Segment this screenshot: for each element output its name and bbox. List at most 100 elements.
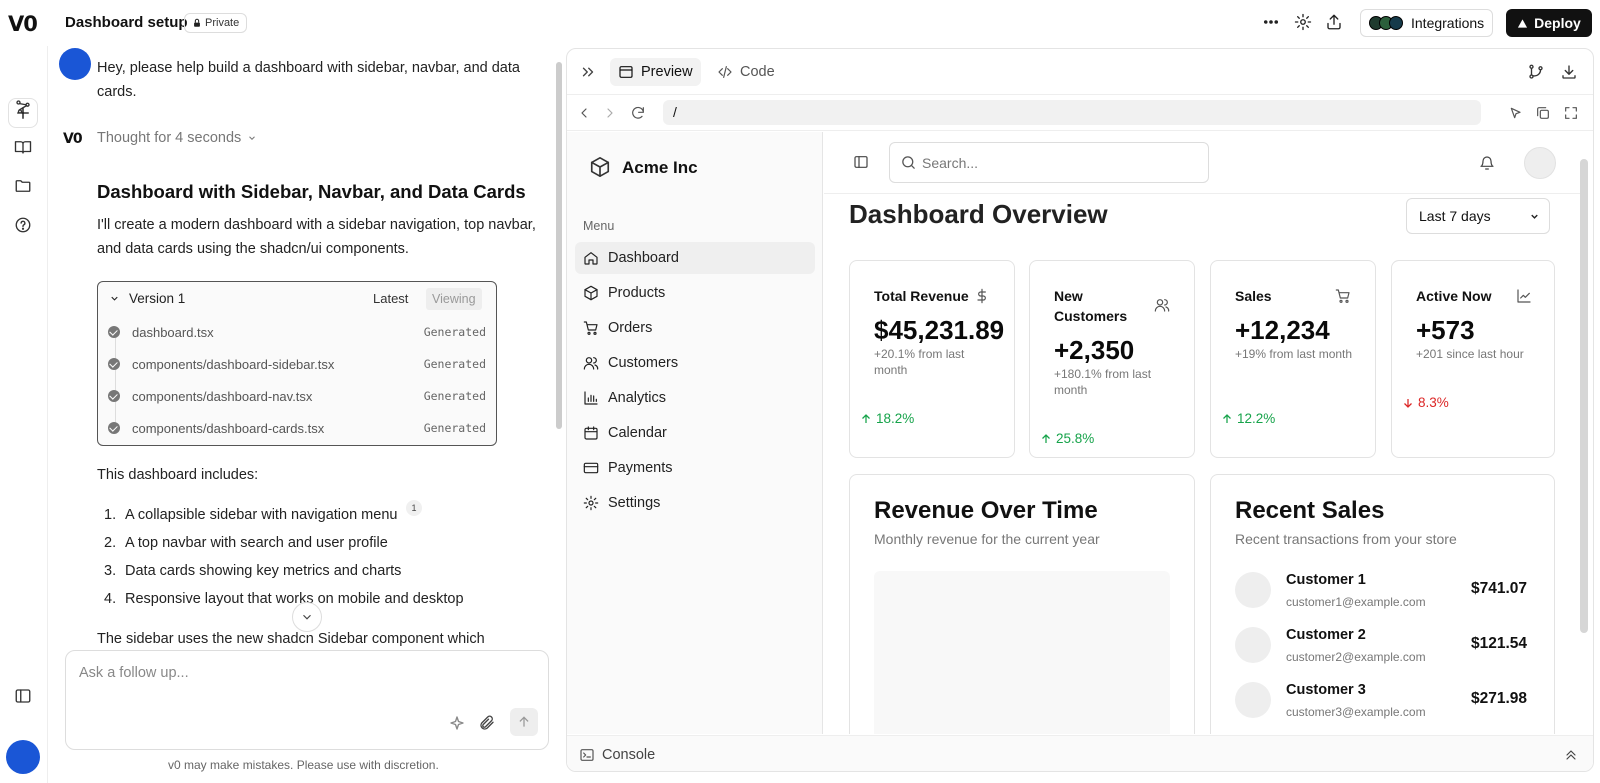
sidebar-item-payments[interactable]: Payments: [575, 452, 815, 484]
sidebar-item-customers[interactable]: Customers: [575, 347, 815, 379]
cart-icon: [583, 321, 598, 335]
sidebar-item-dashboard[interactable]: Dashboard: [575, 242, 815, 274]
terminal-icon: [580, 749, 594, 761]
select-cursor-icon[interactable]: [1508, 105, 1524, 121]
deploy-button[interactable]: Deploy: [1506, 9, 1592, 37]
file-status: Generated: [423, 325, 486, 339]
file-row[interactable]: components/dashboard-sidebar.tsx Generate…: [108, 354, 486, 374]
settings-gear-icon[interactable]: [1294, 13, 1314, 33]
stat-card-revenue: Total Revenue $45,231.89 +20.1% from las…: [849, 260, 1015, 458]
tab-preview[interactable]: Preview: [610, 58, 701, 86]
url-bar: /: [567, 95, 1593, 131]
scroll-down-button[interactable]: [292, 602, 322, 632]
sparkle-icon[interactable]: [448, 714, 466, 732]
sale-row[interactable]: Customer 1 customer1@example.com $741.07: [1235, 568, 1527, 612]
arrow-up-icon: [862, 413, 870, 423]
preview-scrollbar[interactable]: [1580, 159, 1588, 633]
check-icon: [108, 326, 120, 338]
file-name: components/dashboard-cards.tsx: [132, 420, 325, 436]
git-branch-icon[interactable]: [1527, 63, 1545, 81]
user-avatar[interactable]: [1524, 147, 1556, 179]
privacy-badge[interactable]: Private: [184, 13, 248, 33]
sidebar-toggle-icon[interactable]: [853, 154, 869, 170]
credit-card-icon: [583, 462, 599, 474]
composer-input[interactable]: Ask a follow up...: [79, 665, 189, 681]
lock-icon: [194, 18, 200, 27]
new-window-icon[interactable]: [1535, 105, 1551, 121]
chat-scrollbar[interactable]: [556, 62, 562, 429]
sidebar-toggle-icon[interactable]: [14, 687, 34, 707]
list-item: Data cards showing key metrics and chart…: [125, 563, 402, 579]
file-row[interactable]: dashboard.tsx Generated: [108, 322, 486, 342]
includes-label: This dashboard includes:: [97, 467, 259, 483]
viewing-badge[interactable]: Viewing: [426, 288, 482, 310]
sidebar-item-orders[interactable]: Orders: [575, 312, 815, 344]
book-icon[interactable]: [14, 138, 34, 158]
help-icon[interactable]: [14, 216, 34, 236]
share-icon[interactable]: [1325, 13, 1345, 33]
thought-toggle[interactable]: Thought for 4 seconds: [97, 130, 257, 146]
file-name: dashboard.tsx: [132, 324, 214, 340]
revenue-title: Revenue Over Time: [874, 497, 1098, 524]
chevrons-up-icon[interactable]: [1563, 747, 1579, 763]
attach-icon[interactable]: [478, 714, 496, 732]
integrations-button[interactable]: Integrations: [1360, 9, 1494, 37]
sale-row[interactable]: Customer 2 customer2@example.com $121.54: [1235, 623, 1527, 667]
trend-indicator: 25.8%: [1040, 431, 1094, 446]
list-item-number: 1.: [104, 507, 117, 523]
deploy-label: Deploy: [1534, 15, 1581, 31]
sidebar-item-products[interactable]: Products: [575, 277, 815, 309]
search-box[interactable]: Search...: [889, 142, 1209, 183]
fullscreen-icon[interactable]: [1563, 105, 1579, 121]
user-avatar[interactable]: [6, 740, 40, 774]
assistant-logo-icon: V0: [63, 131, 83, 147]
folder-icon[interactable]: [14, 177, 34, 197]
sidebar-item-settings[interactable]: Settings: [575, 487, 815, 519]
cart-icon: [1335, 288, 1351, 304]
preview-pane: Preview Code / Acme Inc Menu Dashboard P…: [566, 48, 1594, 772]
tab-code[interactable]: Code: [717, 58, 775, 86]
url-input[interactable]: /: [663, 100, 1481, 125]
trend-value: 25.8%: [1056, 431, 1095, 446]
brand-name[interactable]: Acme Inc: [622, 158, 698, 177]
stat-card-sales: Sales +12,234 +19% from last month 12.2%: [1210, 260, 1376, 458]
chevron-down-icon: [1531, 214, 1538, 219]
file-row[interactable]: components/dashboard-cards.tsx Generated: [108, 418, 486, 438]
sidebar-item-calendar[interactable]: Calendar: [575, 417, 815, 449]
triangle-icon: [1518, 18, 1528, 28]
chevron-down-icon: [249, 136, 256, 140]
card-title: Active Now: [1416, 288, 1492, 304]
back-icon[interactable]: [576, 105, 592, 121]
forward-icon[interactable]: [602, 105, 618, 121]
integrations-label: Integrations: [1411, 15, 1485, 31]
send-button[interactable]: [510, 708, 538, 736]
projects-icon[interactable]: [14, 98, 34, 118]
chevron-down-icon[interactable]: [109, 293, 120, 304]
disclaimer: v0 may make mistakes. Please use with di…: [168, 758, 439, 772]
v0-logo[interactable]: V0: [8, 12, 38, 36]
date-range-select[interactable]: Last 7 days: [1406, 198, 1550, 234]
sidebar-item-label: Calendar: [608, 425, 667, 441]
sidebar-item-label: Products: [608, 285, 666, 301]
list-item: A collapsible sidebar with navigation me…: [125, 507, 398, 523]
chat-composer[interactable]: Ask a follow up...: [65, 650, 549, 750]
search-input[interactable]: Search...: [922, 155, 979, 171]
collapse-icon[interactable]: [579, 63, 597, 81]
download-icon[interactable]: [1560, 63, 1578, 81]
file-row[interactable]: components/dashboard-nav.tsx Generated: [108, 386, 486, 406]
card-title: Sales: [1235, 288, 1272, 304]
citation-badge[interactable]: 1: [406, 500, 422, 516]
sidebar-item-label: Settings: [608, 495, 661, 511]
bell-icon[interactable]: [1479, 155, 1495, 171]
trend-value: 8.3%: [1418, 395, 1449, 410]
version-card[interactable]: Version 1 Latest Viewing dashboard.tsx Ge…: [97, 281, 497, 446]
sidebar-item-analytics[interactable]: Analytics: [575, 382, 815, 414]
sidebar-item-label: Dashboard: [608, 250, 679, 266]
more-icon[interactable]: [1262, 13, 1282, 33]
sale-row[interactable]: Customer 3 customer3@example.com $271.98: [1235, 678, 1527, 722]
refresh-icon[interactable]: [630, 105, 646, 121]
project-title[interactable]: Dashboard setup: [65, 14, 188, 31]
page-title: Dashboard Overview: [849, 199, 1108, 229]
console-bar[interactable]: Console: [567, 735, 1593, 771]
stat-card-customers: New Customers +2,350 +180.1% from last m…: [1029, 260, 1195, 458]
